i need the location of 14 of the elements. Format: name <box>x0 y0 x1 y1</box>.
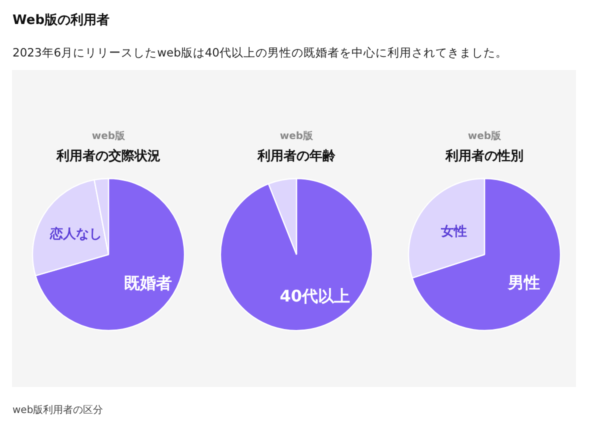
chart-title: 利用者の年齢 <box>256 148 336 164</box>
chart-subtitle: web版 <box>92 130 126 142</box>
text: web版利用者の区分 <box>12 404 104 416</box>
slice-label: 男性 <box>507 273 540 292</box>
chart-subtitle: web版 <box>468 130 502 142</box>
chart-title: 利用者の性別 <box>444 148 524 164</box>
slice-label: 40代以上 <box>280 286 350 306</box>
chart-subtitle: web版 <box>280 130 314 142</box>
slice-label: 既婚者 <box>124 274 172 293</box>
chart-title: 利用者の交際状況 <box>56 148 160 164</box>
slice-label: 恋人なし <box>49 226 102 242</box>
text: 2023年6月にリリースしたweb版は40代以上の男性の既婚者を中心に利用されてきました。 <box>12 46 508 60</box>
slice-label: 女性 <box>440 224 467 240</box>
text: Web版の利用者 <box>12 12 110 28</box>
